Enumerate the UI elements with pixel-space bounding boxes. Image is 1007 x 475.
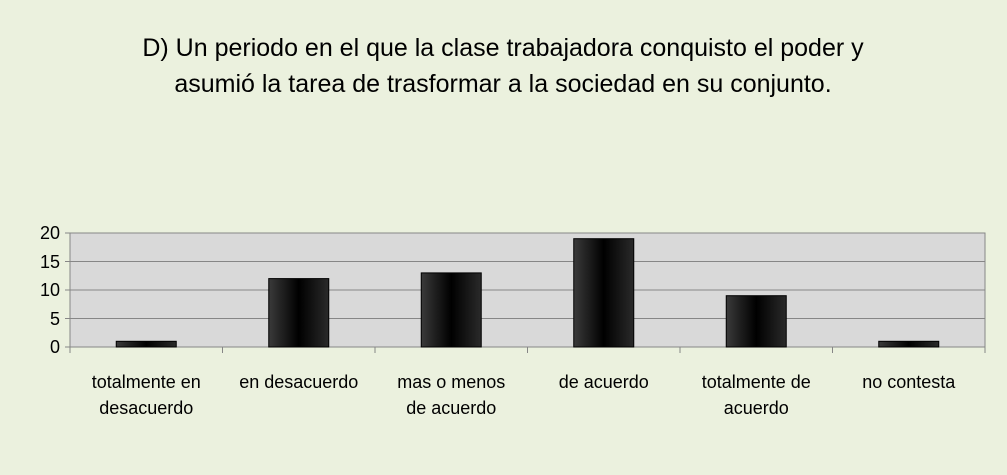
bar bbox=[268, 278, 330, 348]
y-tick-label: 20 bbox=[39, 223, 60, 243]
bar bbox=[725, 295, 787, 348]
x-tick-label: en desacuerdo bbox=[239, 372, 359, 392]
bar bbox=[573, 238, 635, 348]
y-tick-label: 15 bbox=[39, 251, 60, 272]
y-tick-label: 5 bbox=[49, 308, 60, 329]
bar bbox=[115, 340, 177, 348]
bar bbox=[878, 340, 940, 348]
x-tick-label: mas o menos de acuerdo bbox=[397, 372, 506, 418]
x-tick-label: de acuerdo bbox=[558, 372, 649, 392]
x-tick-label: totalmente de acuerdo bbox=[701, 372, 811, 418]
x-tick-label: totalmente en desacuerdo bbox=[91, 372, 201, 418]
x-tick-label: no contesta bbox=[862, 372, 956, 392]
y-tick-label: 10 bbox=[39, 280, 60, 300]
chart-title: D) Un periodo en el que la clase trabaja… bbox=[142, 34, 864, 98]
y-tick-label: 0 bbox=[49, 337, 60, 357]
bar bbox=[420, 272, 482, 348]
